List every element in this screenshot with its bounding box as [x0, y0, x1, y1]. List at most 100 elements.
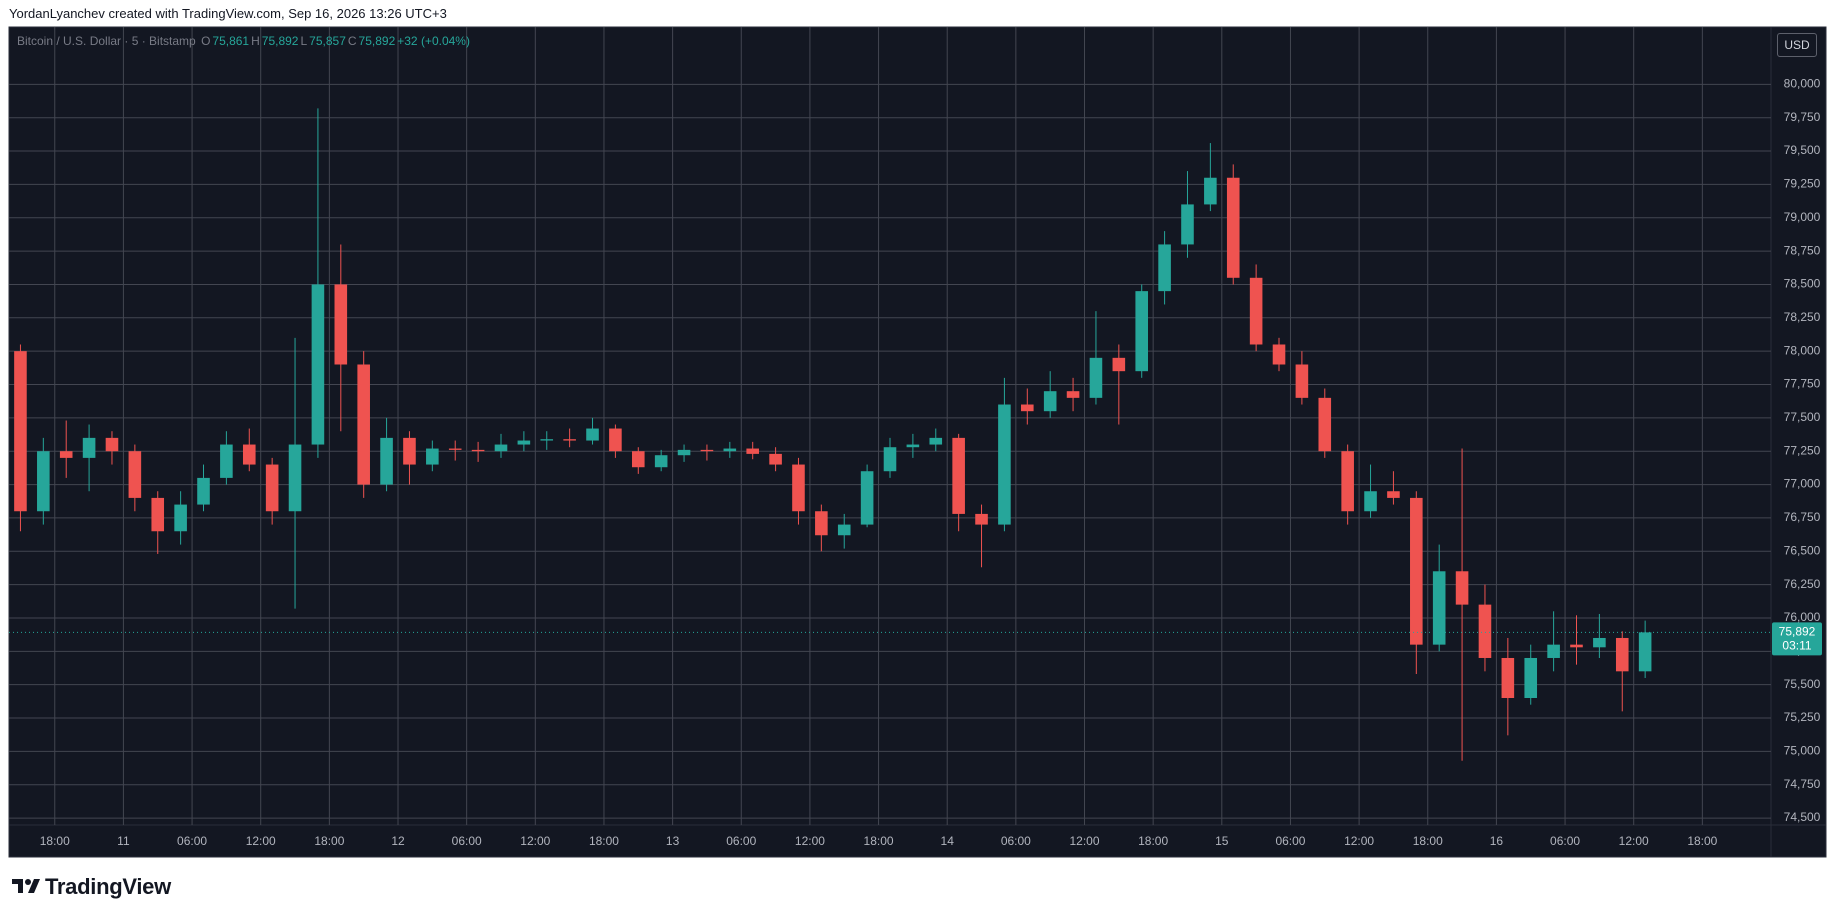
candle-body [82, 437, 96, 458]
candle-body [1547, 644, 1560, 658]
y-tick-label: 78,000 [1784, 343, 1821, 357]
candle-body [609, 428, 622, 452]
x-tick-label: 14 [941, 834, 955, 848]
candle-body [403, 437, 416, 465]
candle-body [1295, 364, 1309, 398]
candle-body [1501, 657, 1515, 699]
currency-button[interactable]: USD [1777, 33, 1817, 57]
x-tick-label: 06:00 [1550, 834, 1580, 848]
symbol: Bitcoin / U.S. Dollar · 5 · Bitstamp [17, 34, 196, 48]
candle-body [128, 451, 142, 498]
y-tick-label: 77,750 [1784, 377, 1821, 391]
candle-body [288, 444, 302, 512]
candle-body [105, 437, 119, 452]
candle-body [174, 504, 187, 532]
candle-body [426, 448, 439, 465]
y-tick-label: 76,250 [1784, 577, 1821, 591]
x-tick-label: 18:00 [864, 834, 894, 848]
candle-body [563, 439, 576, 441]
candle-body [220, 444, 233, 478]
brand-name: TradingView [45, 874, 171, 899]
candle-body [1593, 637, 1606, 648]
last-price-label: 75,892 [1779, 625, 1816, 639]
candle-body [1272, 344, 1286, 365]
candle-body [723, 448, 737, 452]
candle-body [1524, 657, 1538, 699]
candle-body [1570, 644, 1583, 648]
candle-body [952, 437, 965, 514]
candle-body [380, 437, 393, 485]
candle-body [334, 284, 348, 365]
x-tick-label: 12:00 [1619, 834, 1649, 848]
candle-body [151, 497, 165, 532]
x-tick-label: 18:00 [1413, 834, 1443, 848]
candle-body [471, 449, 485, 452]
candle-body [1158, 244, 1171, 292]
candle-body [1226, 177, 1240, 278]
x-tick-label: 12:00 [795, 834, 825, 848]
candle-body [517, 440, 531, 445]
candle-body [586, 428, 599, 441]
logo-icon [12, 879, 40, 893]
x-tick-label: 18:00 [589, 834, 619, 848]
x-tick-label: 18:00 [1138, 834, 1168, 848]
y-tick-label: 79,250 [1784, 177, 1821, 191]
x-tick-label: 18:00 [40, 834, 70, 848]
candle-body [1135, 291, 1149, 372]
candle-body [1112, 357, 1126, 372]
candle-body [975, 513, 988, 525]
candle-body [37, 451, 50, 512]
y-tick-label: 77,500 [1784, 410, 1821, 424]
x-tick-label: 15 [1215, 834, 1229, 848]
y-tick-label: 75,250 [1784, 710, 1821, 724]
x-tick-label: 06:00 [726, 834, 756, 848]
countdown-label: 03:11 [1782, 639, 1811, 653]
x-tick-label: 12:00 [246, 834, 276, 848]
legend-change: +32 (+0.04%) [397, 34, 470, 48]
symbol-legend: Bitcoin / U.S. Dollar · 5 · Bitstamp O 75… [17, 34, 472, 48]
legend-key: C [347, 34, 357, 48]
y-tick-label: 74,750 [1784, 777, 1821, 791]
candle-body [677, 449, 691, 456]
x-tick-label: 06:00 [452, 834, 482, 848]
candle-body [860, 471, 874, 525]
y-tick-label: 78,500 [1784, 277, 1821, 291]
legend-value: 75,892 [261, 34, 299, 48]
candle-body [1089, 357, 1103, 398]
x-tick-label: 12 [391, 834, 405, 848]
x-tick-label: 13 [666, 834, 680, 848]
x-tick-label: 12:00 [520, 834, 550, 848]
candle-body [1204, 177, 1217, 205]
candle-body [540, 439, 554, 441]
candle-body [197, 477, 210, 505]
last-price-badge [1772, 622, 1822, 656]
x-tick-label: 16 [1490, 834, 1504, 848]
y-tick-label: 76,500 [1784, 543, 1821, 557]
x-tick-label: 18:00 [314, 834, 344, 848]
attribution: YordanLyanchev created with TradingView.… [9, 6, 447, 21]
y-tick-label: 75,500 [1784, 677, 1821, 691]
candle-body [1455, 571, 1469, 605]
y-tick-label: 79,000 [1784, 210, 1821, 224]
legend-value: 75,892 [358, 34, 396, 48]
candle-body [357, 364, 370, 485]
candle-body [242, 444, 256, 465]
candle-body [1410, 497, 1423, 645]
candle-body [311, 284, 325, 445]
candle-body [746, 448, 759, 454]
y-tick-label: 75,000 [1784, 744, 1821, 758]
candle-body [1615, 637, 1629, 672]
candle-body [769, 453, 782, 465]
candle-body [883, 447, 897, 472]
candle-body [1181, 204, 1194, 245]
y-tick-label: 77,250 [1784, 443, 1821, 457]
candle-body [998, 404, 1011, 525]
candle-body [1318, 397, 1332, 452]
y-tick-label: 80,000 [1784, 77, 1821, 91]
legend-value: 75,861 [212, 34, 250, 48]
x-tick-label: 12:00 [1069, 834, 1099, 848]
y-tick-label: 79,500 [1784, 143, 1821, 157]
candle-body [837, 524, 851, 536]
candle-body [1638, 632, 1652, 672]
candle-body [1341, 451, 1354, 512]
